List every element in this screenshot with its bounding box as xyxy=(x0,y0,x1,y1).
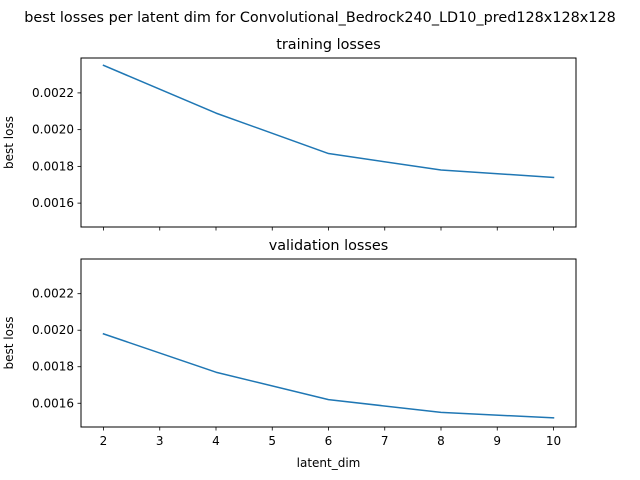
x-tick-label: 10 xyxy=(546,434,561,448)
y-tick-label: 0.0018 xyxy=(32,360,74,374)
subplot-validation: validation losses best loss latent_dim 0.00… xyxy=(2,238,577,470)
x-tick-label: 9 xyxy=(493,434,501,448)
series-line xyxy=(102,332,555,419)
x-tick-label: 2 xyxy=(100,434,108,448)
subplots: training losses best loss 0.0016 0.0018 0.00… xyxy=(2,37,577,470)
x-tick-label: 5 xyxy=(268,434,276,448)
series-line xyxy=(102,64,555,179)
x-tick-label: 6 xyxy=(325,434,333,448)
y-tick-label: 0.0016 xyxy=(32,196,74,210)
subplot-title: training losses xyxy=(276,37,380,53)
x-tick-label: 4 xyxy=(212,434,220,448)
x-tick-label: 7 xyxy=(381,434,389,448)
y-tick-label: 0.0018 xyxy=(32,159,74,173)
x-tick-label: 8 xyxy=(437,434,445,448)
subplot-training: training losses best loss 0.0016 0.0018 0.00… xyxy=(2,37,577,231)
y-tick-label: 0.0022 xyxy=(32,287,74,301)
y-tick-label: 0.0016 xyxy=(32,396,74,410)
x-axis-label: latent_dim xyxy=(297,456,361,470)
subplot-title: validation losses xyxy=(269,238,389,254)
y-axis-label: best loss xyxy=(2,116,16,169)
figure-suptitle: best losses per latent dim for Convoluti… xyxy=(24,10,616,26)
y-tick-label: 0.0020 xyxy=(32,323,74,337)
y-tick-label: 0.0020 xyxy=(32,123,74,137)
y-tick-label: 0.0022 xyxy=(32,86,74,100)
y-axis-label: best loss xyxy=(2,317,16,370)
x-tick-label: 3 xyxy=(156,434,164,448)
